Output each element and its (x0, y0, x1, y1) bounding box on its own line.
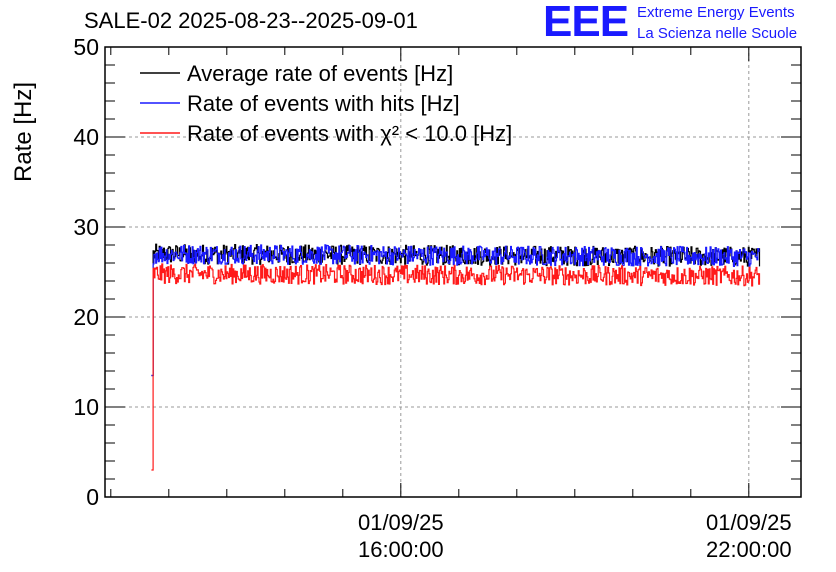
y-tick-label: 20 (73, 304, 99, 330)
logo-mark: EEE (543, 0, 629, 46)
logo-line-1: Extreme Energy Events (637, 4, 795, 21)
x-tick-label-date: 01/09/25 (358, 510, 444, 535)
series-line-3 (151, 263, 761, 471)
y-axis-label: Rate [Hz] (10, 82, 37, 182)
x-tick-label-date: 01/09/25 (706, 510, 792, 535)
legend-label: Rate of events with χ² < 10.0 [Hz] (187, 121, 512, 146)
y-tick-label: 0 (86, 484, 99, 510)
x-tick-label-time: 16:00:00 (358, 537, 444, 562)
logo-line-2: La Scienza nelle Scuole (637, 25, 798, 42)
y-tick-label: 40 (73, 124, 99, 150)
y-tick-label: 30 (73, 214, 99, 240)
plot-frame (104, 46, 802, 498)
legend-label: Rate of events with hits [Hz] (187, 91, 460, 116)
series-line-2 (151, 244, 761, 377)
legend-label: Average rate of events [Hz] (187, 61, 453, 86)
x-tick-label-time: 22:00:00 (706, 537, 792, 562)
y-tick-label: 10 (73, 394, 99, 420)
chart-title: SALE-02 2025-08-23--2025-09-01 (84, 8, 418, 33)
y-tick-label: 50 (73, 34, 99, 60)
